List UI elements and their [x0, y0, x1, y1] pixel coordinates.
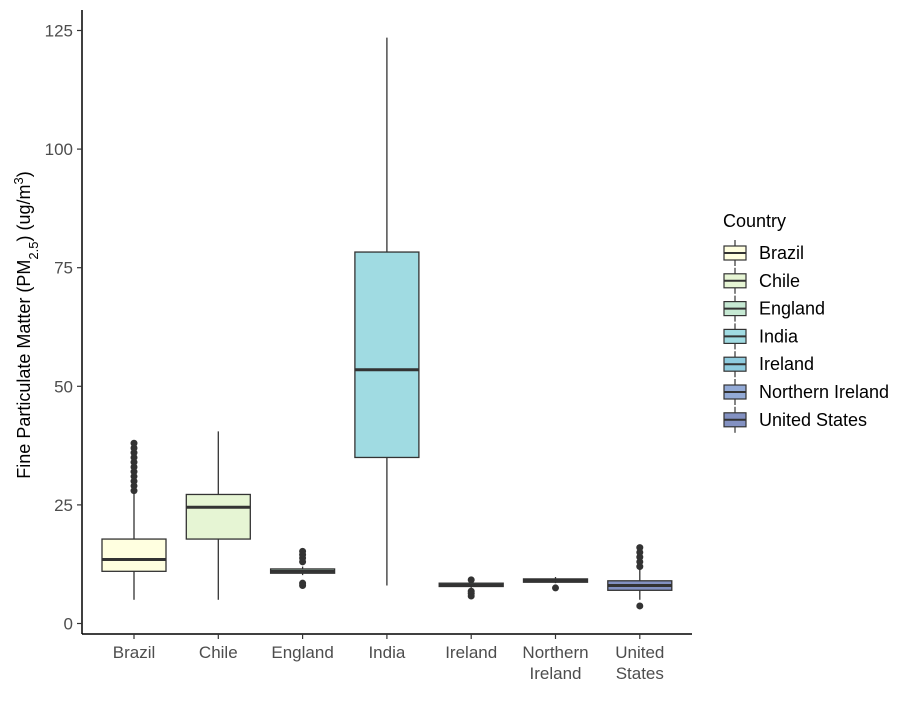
legend-title: Country: [723, 211, 786, 231]
outlier-point: [467, 587, 475, 595]
x-tick-label: Northern Ireland: [522, 643, 588, 683]
legend-item: India: [723, 323, 799, 350]
y-tick-label: 0: [64, 615, 73, 634]
outlier-point: [299, 579, 307, 587]
outlier-point: [636, 602, 644, 610]
outlier-point: [299, 547, 307, 555]
iqr-box: [354, 251, 420, 459]
legend-item: England: [723, 295, 825, 322]
y-axis: 0 25 50 75 100 125: [45, 10, 83, 634]
y-tick-label: 75: [54, 259, 73, 278]
legend-label: Brazil: [759, 243, 804, 263]
x-tick-label: Brazil: [113, 643, 156, 662]
legend-item: United States: [723, 406, 867, 433]
plot-area: [101, 37, 673, 610]
legend-label: Chile: [759, 271, 800, 291]
legend-label: Northern Ireland: [759, 382, 889, 402]
box-ireland: [438, 576, 504, 600]
box-brazil: [101, 439, 167, 600]
legend-item: Ireland: [723, 351, 814, 378]
box-india: [354, 37, 420, 586]
x-tick-label: Ireland: [445, 643, 497, 662]
outlier-point: [636, 544, 644, 552]
legend-label: England: [759, 299, 825, 319]
legend-label: Ireland: [759, 354, 814, 374]
outlier-point: [552, 584, 559, 592]
box-chile: [185, 431, 251, 600]
x-tick-label: Chile: [199, 643, 238, 662]
x-axis: Brazil Chile England India Ireland Northern Ir…: [82, 633, 692, 683]
legend-item: Chile: [723, 267, 800, 294]
outlier-point: [130, 439, 138, 447]
x-tick-label: United States: [615, 643, 664, 683]
legend-label: United States: [759, 410, 867, 430]
iqr-box: [185, 493, 251, 540]
box-england: [269, 547, 336, 590]
y-tick-label: 50: [54, 377, 73, 396]
y-tick-label: 125: [45, 22, 73, 41]
y-axis-title: Fine Particulate Matter (PM2.5) (ug/m3): [11, 171, 41, 478]
y-tick-label: 100: [45, 140, 73, 159]
x-tick-label: England: [271, 643, 333, 662]
legend-label: India: [759, 326, 799, 346]
box-united-states: [607, 544, 673, 610]
legend: Country Brazil Chile England India Ireland No…: [723, 211, 889, 433]
x-tick-label: India: [368, 643, 405, 662]
outlier-point: [467, 576, 475, 584]
legend-item: Brazil: [723, 240, 804, 266]
box-northern-ireland: [522, 577, 589, 592]
y-tick-label: 25: [54, 496, 73, 515]
legend-item: Northern Ireland: [723, 379, 889, 405]
iqr-box: [101, 538, 167, 572]
